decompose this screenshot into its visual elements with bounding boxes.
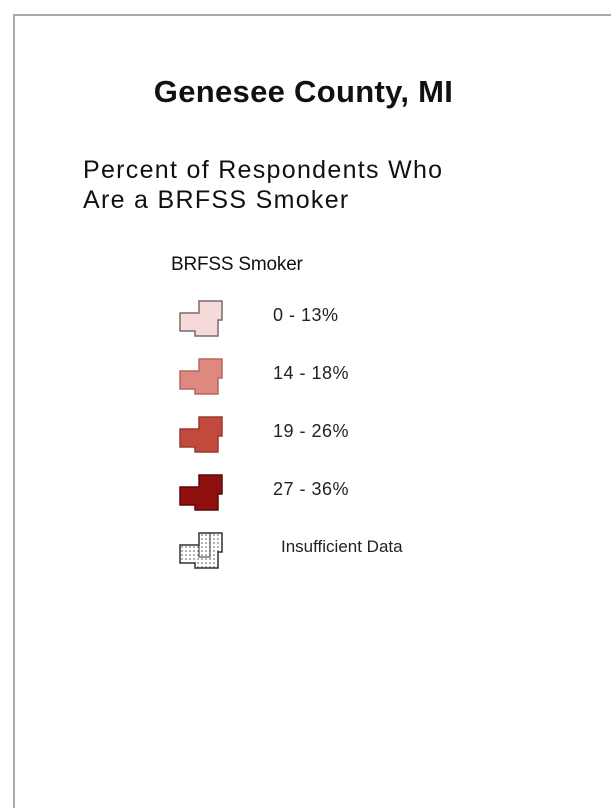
- legend-label-insufficient-data: Insufficient Data: [281, 537, 403, 556]
- legend-item-14-18: 14 - 18%: [177, 356, 497, 396]
- legend-swatch-0-13-icon: [179, 300, 223, 337]
- legend-title: BRFSS Smoker: [171, 254, 303, 275]
- map-layout-frame: [13, 14, 611, 808]
- map-subtitle: Percent of Respondents Who Are a BRFSS S…: [83, 155, 563, 215]
- legend-label-19-26: 19 - 26%: [273, 421, 350, 441]
- legend-swatch-27-36-icon: [179, 474, 223, 511]
- legend-item-0-13: 0 - 13%: [177, 298, 497, 338]
- legend-swatch-19-26-icon: [179, 416, 223, 453]
- map-subtitle-line-2: Are a BRFSS Smoker: [83, 186, 350, 214]
- legend-item-insufficient-data: Insufficient Data: [177, 530, 497, 570]
- legend-swatch-insufficient-data-icon: [179, 532, 223, 569]
- legend-label-14-18: 14 - 18%: [273, 363, 350, 383]
- map-subtitle-line-1: Percent of Respondents Who: [83, 156, 444, 184]
- legend-label-0-13: 0 - 13%: [273, 305, 339, 325]
- map-title: Genesee County, MI: [153, 74, 454, 109]
- legend-item-27-36: 27 - 36%: [177, 472, 497, 512]
- legend-label-27-36: 27 - 36%: [273, 479, 350, 499]
- legend-item-19-26: 19 - 26%: [177, 414, 497, 454]
- legend-swatch-14-18-icon: [179, 358, 223, 395]
